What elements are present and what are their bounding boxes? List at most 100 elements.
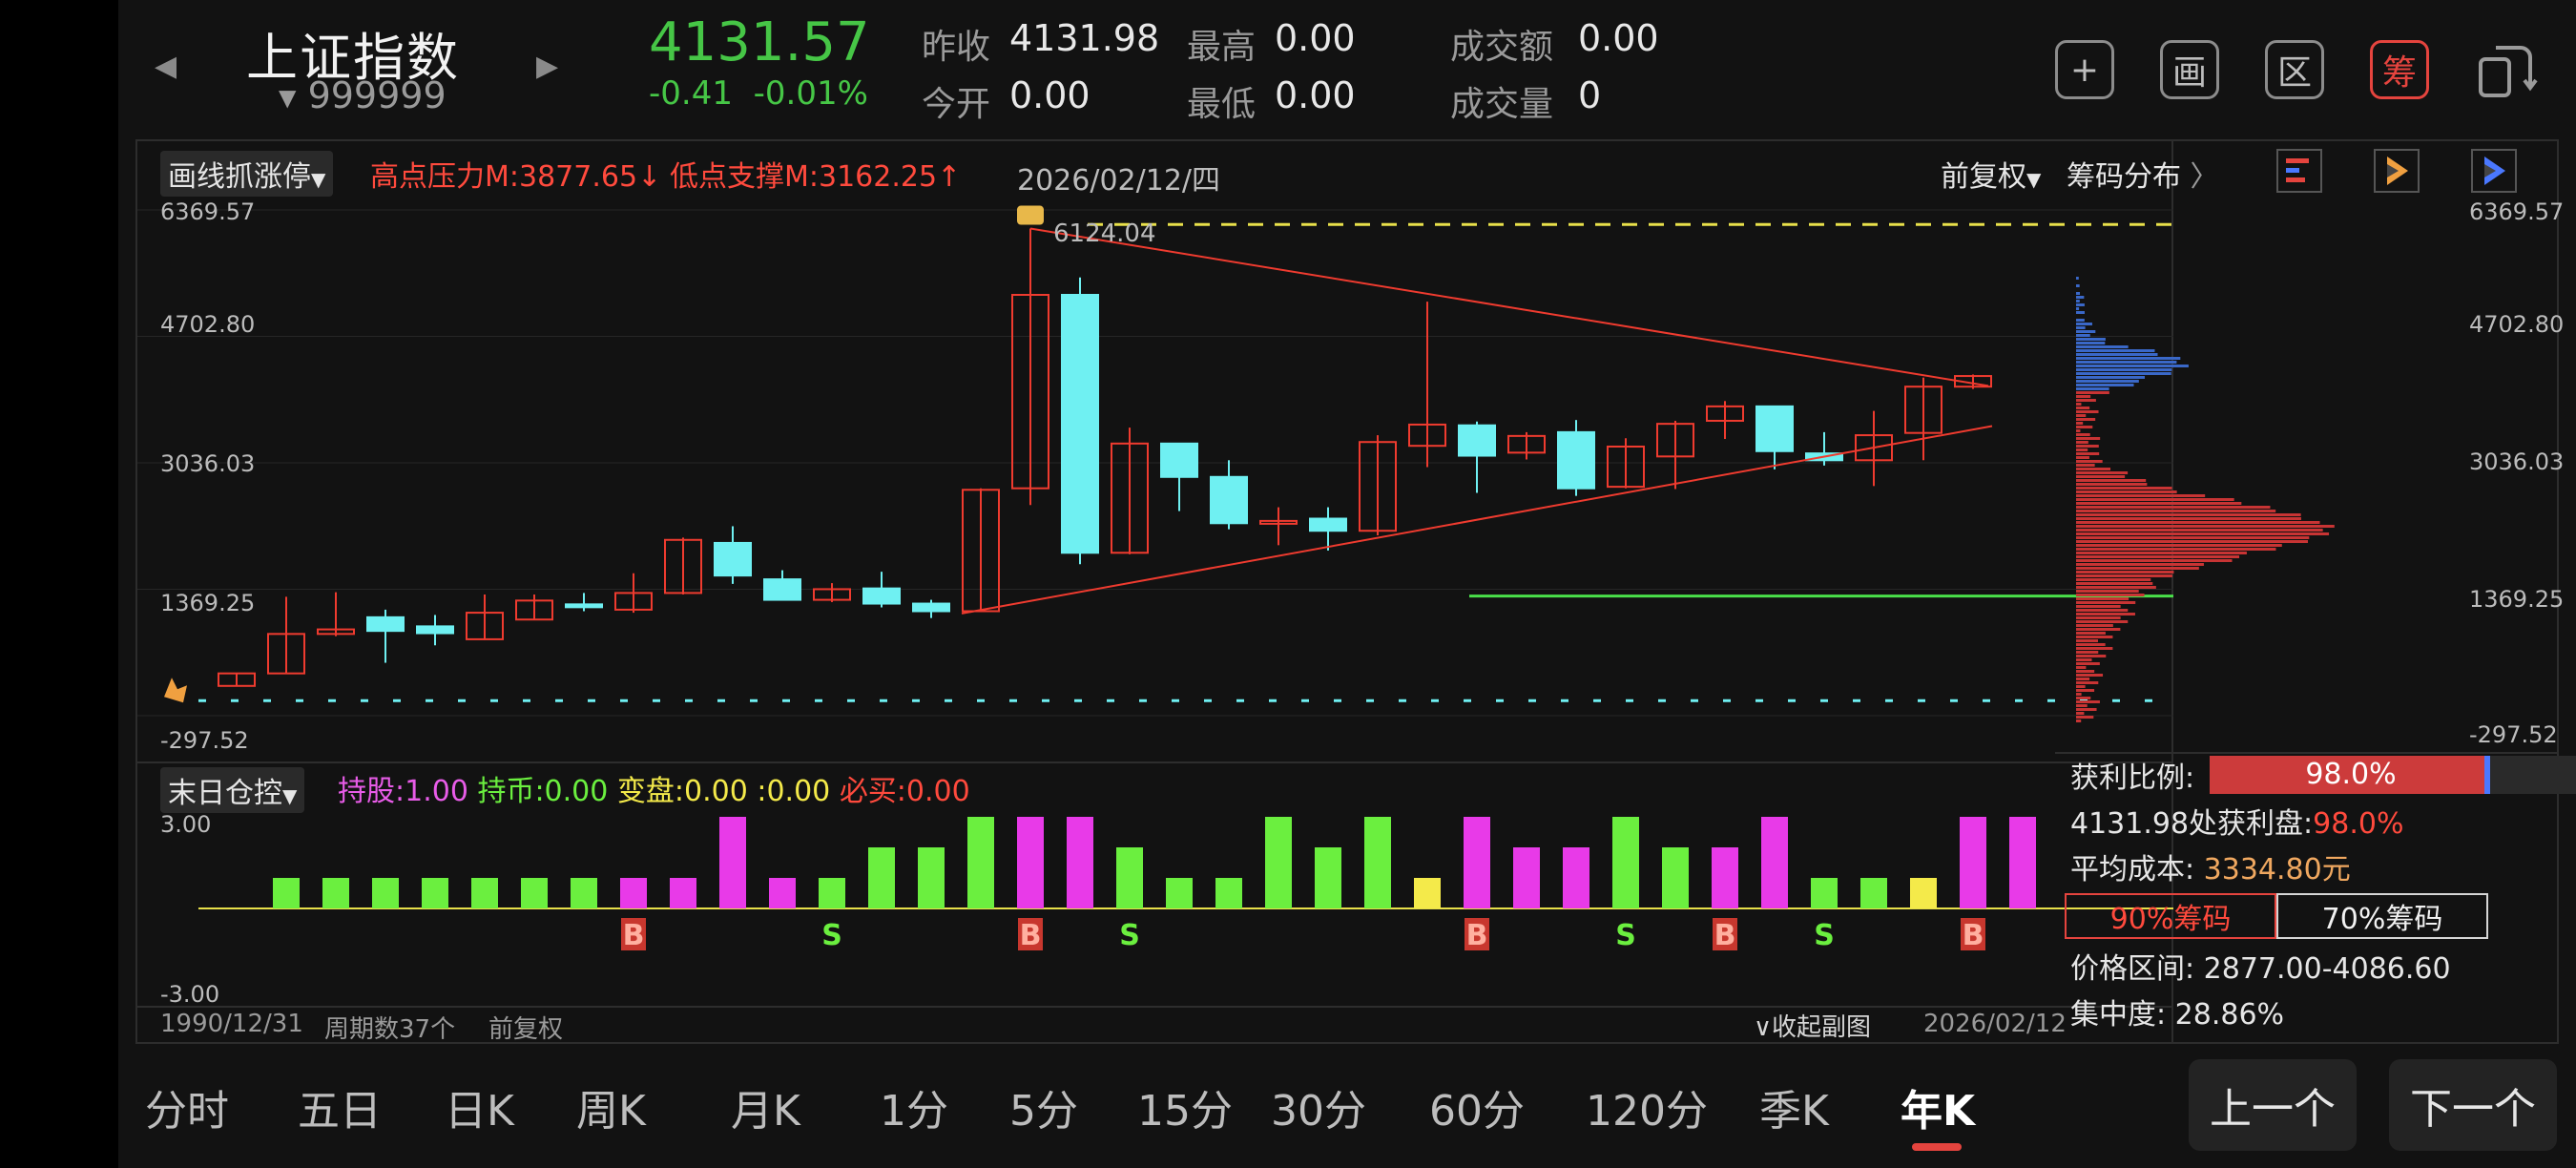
chip-bar [2076, 490, 2177, 493]
chip-bar [2076, 517, 2301, 520]
active-tab-indicator [1912, 1143, 1962, 1151]
tab-period[interactable]: 五日 [298, 1087, 382, 1136]
volume-value: 0 [1578, 74, 1602, 116]
stock-name: 上证指数 [246, 28, 460, 88]
chip-bar [2076, 700, 2100, 703]
chip-bar [2076, 666, 2087, 669]
tab-period[interactable]: 30分 [1271, 1087, 1366, 1136]
candlestick-chart[interactable] [137, 181, 2173, 765]
chip-bar [2076, 407, 2090, 409]
indicator-bar [1067, 817, 1093, 908]
chip-toggle-button[interactable]: 筹 [2370, 40, 2429, 99]
indicator-bar [1414, 878, 1441, 908]
tab-90-chips[interactable]: 90%筹码 [2065, 893, 2276, 939]
prev-button-label: 上一个 [2210, 1085, 2336, 1134]
chip-mode-1-button[interactable] [2276, 149, 2322, 193]
chip-bar [2076, 372, 2171, 375]
tab-period[interactable]: 120分 [1586, 1087, 1708, 1136]
peak-price-label: 6124.04 [1053, 219, 1156, 248]
chip-bar [2076, 513, 2301, 516]
dropdown-icon: ▼ [311, 168, 326, 191]
tab-period[interactable]: 5分 [1009, 1087, 1078, 1136]
indicator-bar [273, 878, 300, 908]
tab-period[interactable]: 60分 [1429, 1087, 1525, 1136]
dropdown-icon: ▼ [279, 84, 297, 112]
adjust-selector[interactable]: 前复权▼ [1941, 153, 2041, 195]
tab-period[interactable]: 月K [731, 1087, 800, 1136]
plus-icon: + [2069, 50, 2100, 90]
chip-bar [2076, 620, 2129, 623]
tab-period[interactable]: 季K [1759, 1087, 1829, 1136]
buy-signal-marker [621, 918, 646, 950]
period-count: 周期数37个 [324, 1015, 456, 1044]
chip-bar [2076, 681, 2099, 684]
candle [1607, 438, 1645, 489]
add-watchlist-button[interactable]: + [2055, 40, 2114, 99]
indicator-values: 持股:1.00 持币:0.00 变盘:0.00 :0.00 必买:0.00 [338, 767, 970, 809]
chip-bar [2076, 452, 2100, 455]
profit-ratio-label: 获利比例: [2070, 761, 2195, 795]
draw-tool-selector[interactable]: 画线抓涨停▼ [160, 151, 334, 197]
indicator-bar [1017, 817, 1044, 908]
chip-bar [2076, 552, 2247, 554]
prev-stock-arrow-icon[interactable]: ◀ [155, 50, 177, 83]
tab-70-chips[interactable]: 70%筹码 [2276, 893, 2488, 939]
indicator-selector[interactable]: 末日仓控▼ [160, 767, 305, 813]
tab-period[interactable]: 日K [445, 1087, 514, 1136]
indicator-bar [620, 878, 647, 908]
next-stock-arrow-icon[interactable]: ▶ [536, 50, 559, 83]
chip-bar [2076, 540, 2309, 543]
stock-code[interactable]: ▼ 999999 [279, 74, 447, 116]
tab-period[interactable]: 周K [576, 1087, 646, 1136]
low-value: 0.00 [1275, 74, 1356, 116]
collapse-subchart-button[interactable]: ∨收起副图 [1754, 1008, 1871, 1043]
chip-bar [2076, 613, 2135, 615]
chip-bar [2076, 487, 2172, 490]
indicator-bar [1265, 817, 1292, 908]
candle-body [1210, 475, 1248, 525]
candle-body [267, 633, 305, 675]
indicator-bar [471, 878, 498, 908]
tab-period[interactable]: 15分 [1137, 1087, 1233, 1136]
chip-bar [2076, 441, 2088, 444]
candle [1210, 460, 1248, 530]
footer-divider [137, 1006, 2173, 1008]
chip-bar [2076, 365, 2189, 367]
start-date: 1990/12/31 [160, 1010, 303, 1038]
candle [1656, 420, 1694, 490]
chip-bar [2076, 433, 2090, 436]
indicator-bar [1513, 847, 1540, 908]
tab-period[interactable]: 年K [1901, 1087, 1976, 1136]
chip-bar [2076, 368, 2172, 371]
chip-mode-2-button[interactable] [2374, 149, 2420, 193]
indicator-bar [1116, 847, 1143, 908]
chip-mode-3-button[interactable] [2471, 149, 2517, 193]
open-label: 今开 [922, 85, 991, 124]
prev-stock-button[interactable]: 上一个 [2189, 1059, 2357, 1151]
chip-y-label-bottom: -297.52 [2469, 721, 2558, 748]
rotate-screen-button[interactable] [2475, 38, 2538, 101]
y-label-2: 4702.80 [160, 311, 256, 338]
tab-period[interactable]: 1分 [880, 1087, 948, 1136]
chip-bar [2076, 395, 2091, 398]
chip-title[interactable]: 筹码分布 〉 [2067, 153, 2219, 195]
chevron-right-icon: 〉 [2190, 160, 2219, 194]
flame-blue-icon [2484, 156, 2505, 185]
chip-bar [2076, 605, 2121, 608]
candle [1458, 421, 1496, 493]
chip-bar [2076, 445, 2099, 448]
lower-trend-line [961, 425, 1993, 615]
concentration: 集中度: 28.86% [2070, 998, 2285, 1032]
range-stat-button[interactable]: 区 [2265, 40, 2324, 99]
indicator-bar [1364, 817, 1391, 908]
chip-bar [2076, 437, 2101, 440]
next-stock-button[interactable]: 下一个 [2389, 1059, 2557, 1151]
tab-70-label: 70%筹码 [2321, 903, 2443, 936]
chip-bar [2076, 655, 2107, 657]
sell-signal-label: S [1615, 919, 1636, 952]
chip-bar [2076, 376, 2146, 379]
tab-period[interactable]: 分时 [145, 1087, 229, 1136]
draw-tool-button[interactable]: 画 [2160, 40, 2219, 99]
candle [416, 615, 454, 646]
